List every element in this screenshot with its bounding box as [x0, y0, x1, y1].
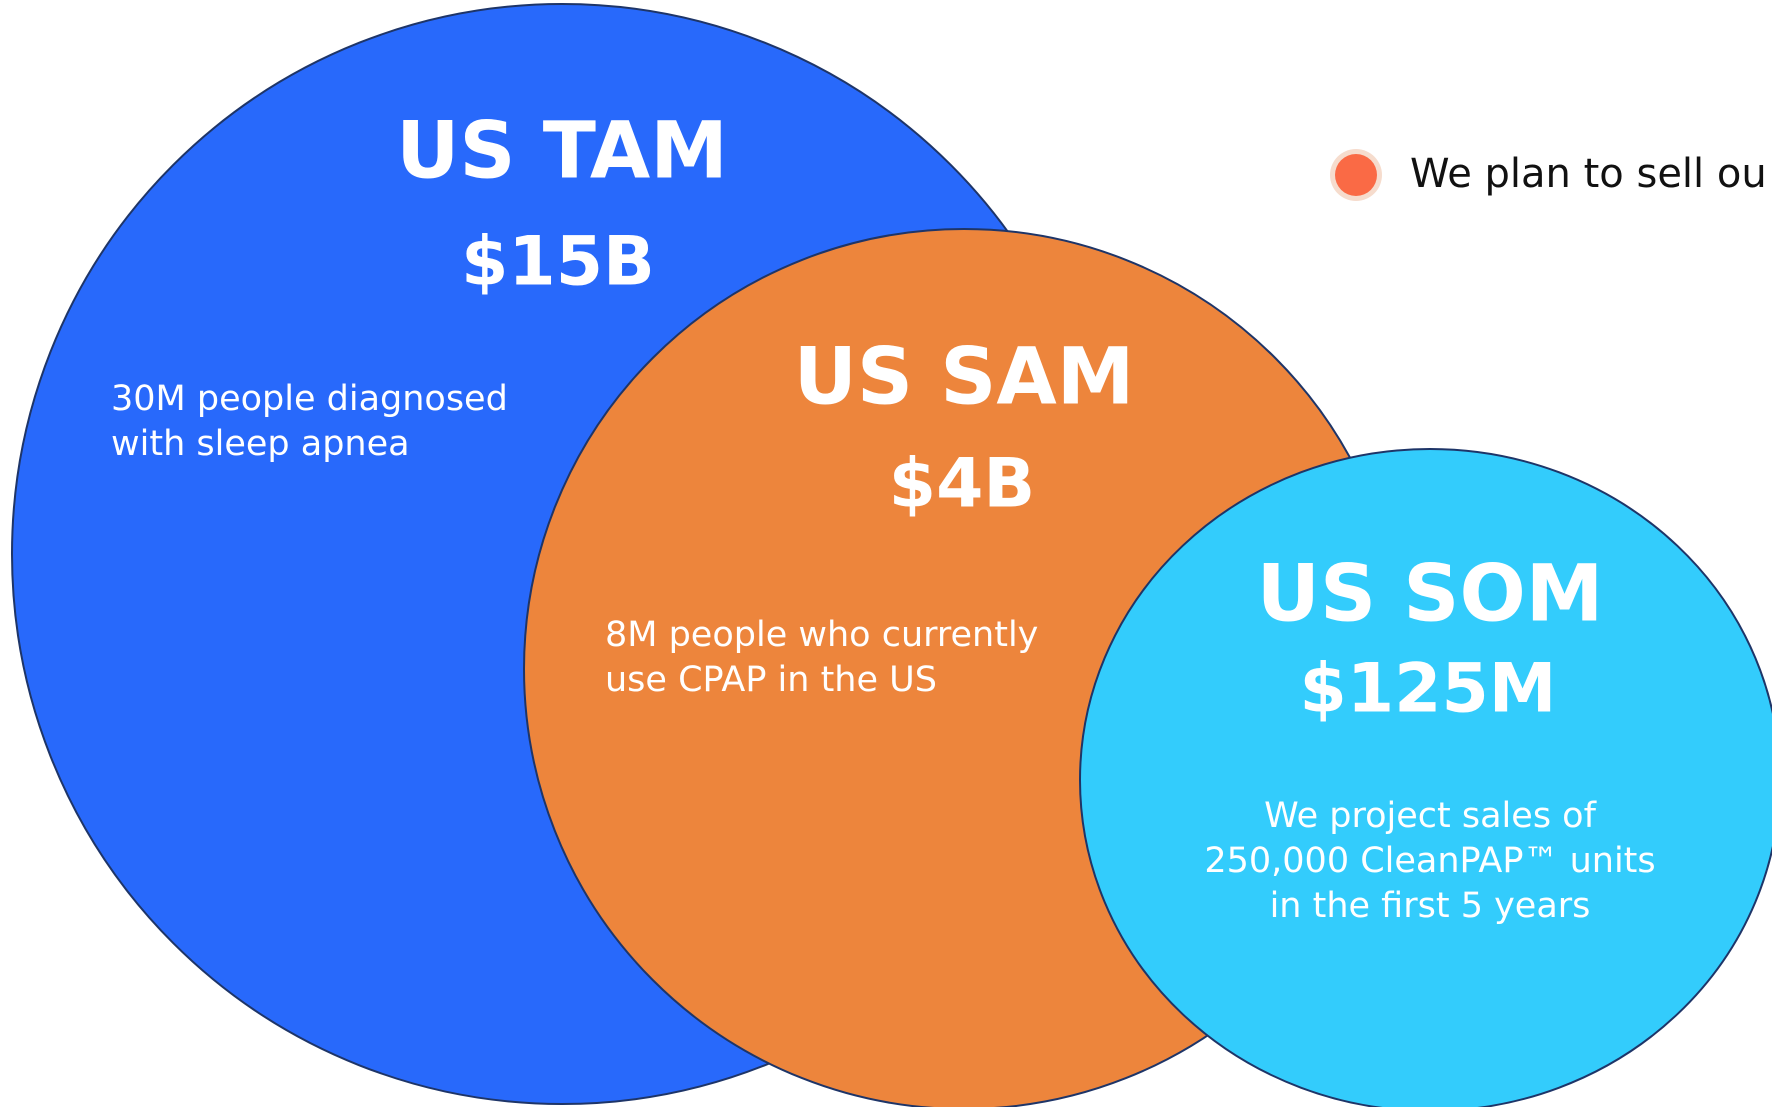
circle-title: US SOM [1257, 549, 1604, 639]
circle-description: 250,000 CleanPAP™ units [1204, 841, 1655, 881]
circle-value: $125M [1300, 650, 1557, 729]
circle-value: $4B [889, 445, 1035, 524]
circle-title: US SAM [794, 332, 1135, 422]
circle-value: $15B [461, 223, 655, 302]
legend-dot [1335, 154, 1377, 196]
som-circle [1079, 448, 1772, 1107]
circle-title: US TAM [396, 106, 728, 196]
circle-description: 8M people who currently [605, 615, 1038, 655]
circle-description: use CPAP in the US [605, 660, 937, 700]
circle-description: 30M people diagnosed [111, 379, 508, 419]
circle-description: with sleep apnea [111, 424, 410, 464]
circle-description: in the first 5 years [1270, 886, 1591, 926]
legend-text: We plan to sell ou [1410, 151, 1767, 197]
circle-description: We project sales of [1264, 796, 1597, 836]
